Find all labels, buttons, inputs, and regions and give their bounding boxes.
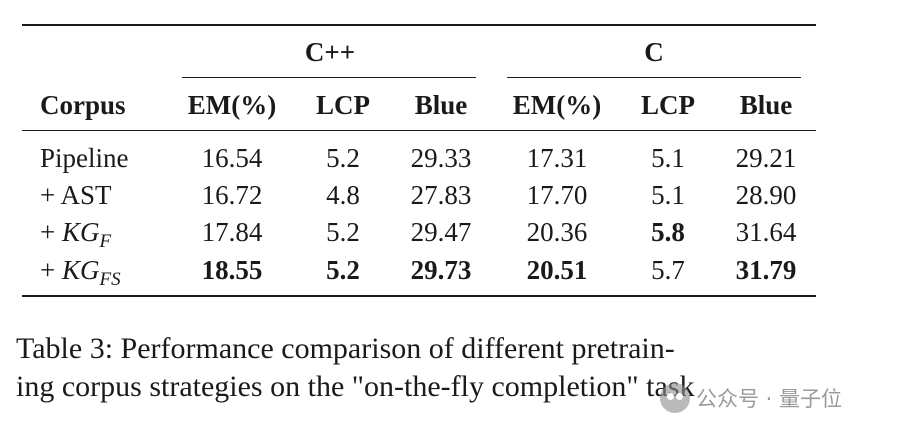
cell-c-blue: 31.64 [735, 217, 797, 247]
row-label-math: KGFS [61, 255, 121, 290]
row-label-text: + [40, 217, 62, 247]
cell-c-em: 20.36 [526, 217, 588, 247]
metric-header-c-em: EM(%) [512, 90, 602, 120]
row-label-text: + [40, 255, 62, 285]
math-subscript: F [99, 231, 112, 252]
math-base: KG [61, 255, 100, 285]
watermark: 公众号 · 量子位 [660, 380, 842, 416]
cell-c-blue: 28.90 [735, 180, 797, 210]
wechat-logo-icon [660, 383, 690, 413]
table-caption: Table 3: Performance comparison of diffe… [16, 330, 796, 406]
cell-c-lcp: 5.1 [651, 143, 685, 173]
metric-header-c-lcp: LCP [641, 90, 695, 120]
c-group-rule [507, 77, 801, 78]
bottom-rule [22, 295, 816, 297]
cell-cpp-lcp: 5.2 [326, 143, 360, 173]
cell-c-em: 17.31 [526, 143, 588, 173]
cell-c-blue: 31.79 [735, 255, 797, 285]
row-label: + KGFS [40, 255, 121, 295]
row-label-text: + AST [40, 180, 112, 210]
metric-header-cpp-blue: Blue [414, 90, 468, 120]
group-header-cpp: C++ [304, 37, 356, 67]
top-rule [22, 24, 816, 26]
cell-cpp-em: 16.72 [201, 180, 263, 210]
math-base: KG [61, 217, 100, 247]
cell-c-em: 17.70 [526, 180, 588, 210]
cell-c-em: 20.51 [526, 255, 588, 285]
cell-cpp-em: 17.84 [201, 217, 263, 247]
metric-header-cpp-em: EM(%) [187, 90, 277, 120]
cell-c-lcp: 5.7 [651, 255, 685, 285]
corpus-header: Corpus [40, 90, 126, 120]
cell-cpp-blue: 29.47 [410, 217, 472, 247]
math-subscript: FS [99, 269, 121, 290]
caption-line-1: Table 3: Performance comparison of diffe… [16, 332, 675, 365]
cell-cpp-lcp: 5.2 [326, 217, 360, 247]
caption-line-2: ing corpus strategies on the "on-the-fly… [16, 370, 695, 403]
cell-cpp-lcp: 5.2 [326, 255, 360, 285]
row-label: + KGF [40, 217, 111, 257]
cell-cpp-blue: 27.83 [410, 180, 472, 210]
cell-cpp-em: 16.54 [201, 143, 263, 173]
group-header-c: C [644, 37, 664, 67]
cell-c-lcp: 5.1 [651, 180, 685, 210]
cell-cpp-blue: 29.73 [410, 255, 472, 285]
cell-c-blue: 29.21 [735, 143, 797, 173]
cell-c-lcp: 5.8 [651, 217, 685, 247]
cell-cpp-em: 18.55 [201, 255, 263, 285]
metric-header-cpp-lcp: LCP [316, 90, 370, 120]
row-label-text: Pipeline [40, 143, 129, 173]
watermark-text: 公众号 · 量子位 [696, 387, 843, 411]
cpp-group-rule [182, 77, 476, 78]
metric-header-c-blue: Blue [739, 90, 793, 120]
row-label: + AST [40, 180, 112, 210]
cell-cpp-lcp: 4.8 [326, 180, 360, 210]
row-label-math: KGF [61, 217, 111, 252]
cell-cpp-blue: 29.33 [410, 143, 472, 173]
row-label: Pipeline [40, 143, 129, 173]
header-rule [22, 130, 816, 131]
